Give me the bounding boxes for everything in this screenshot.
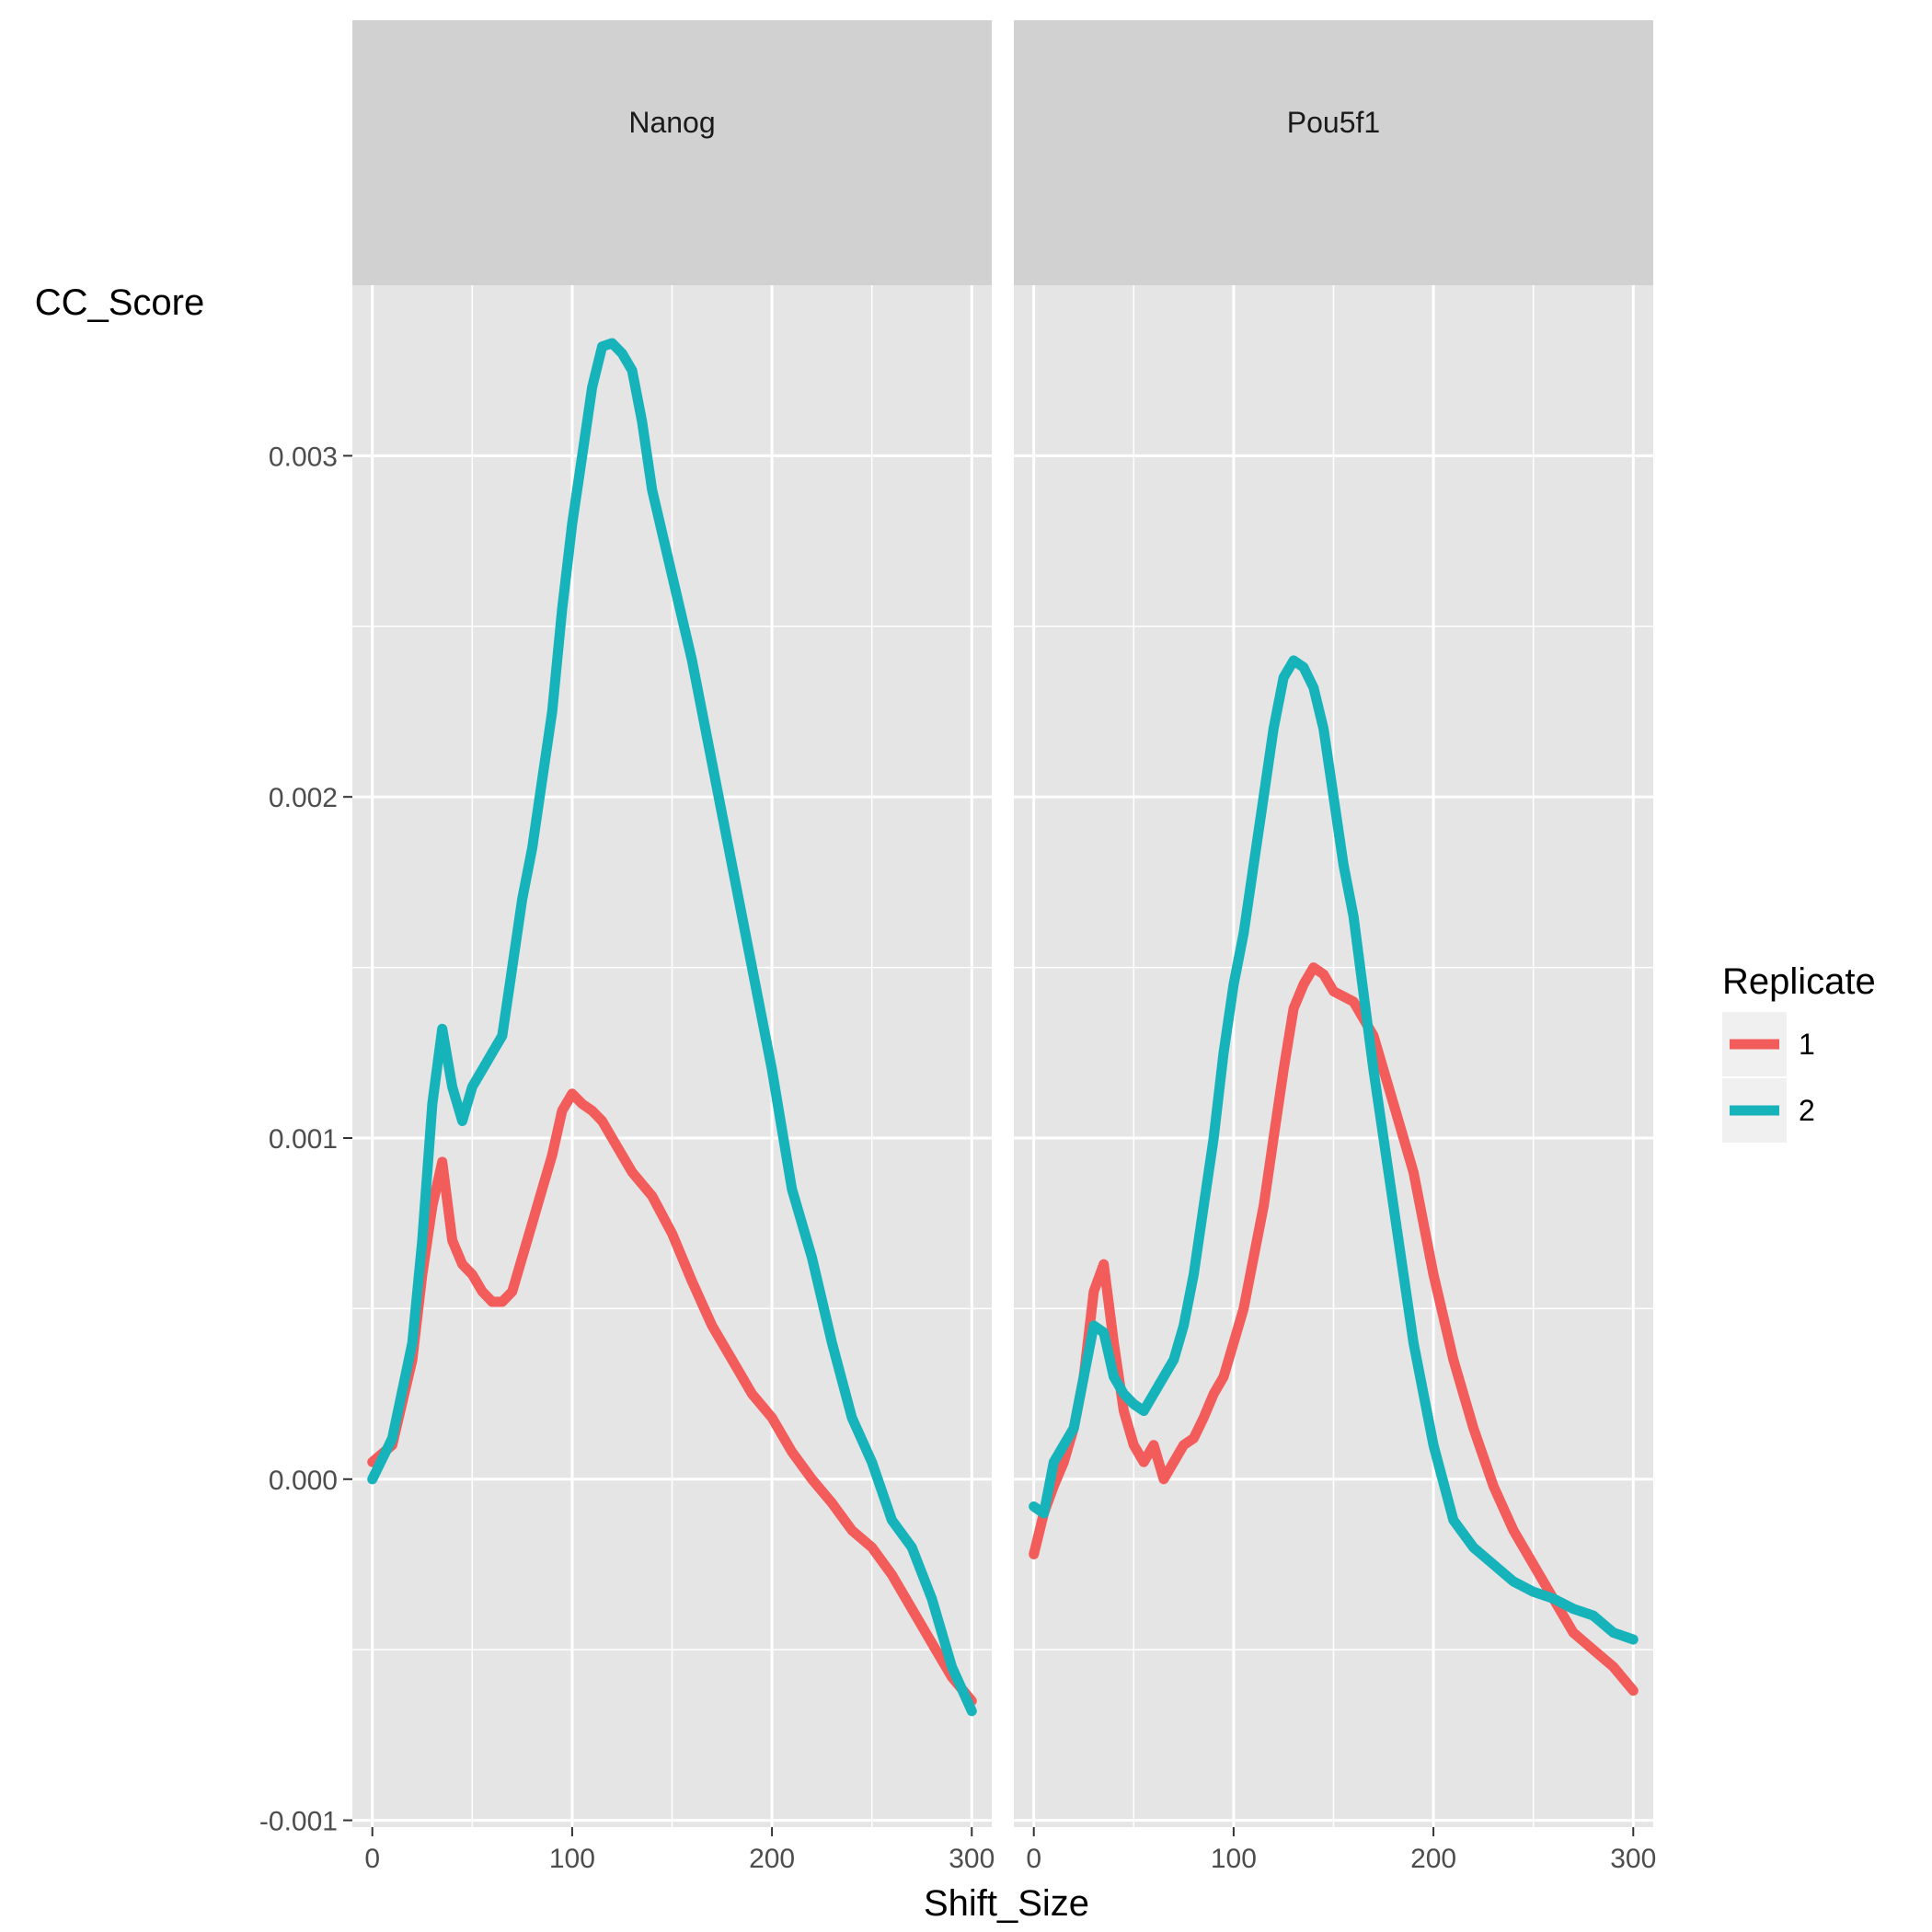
x-tick-label: 0 xyxy=(364,1844,380,1874)
x-tick-label: 300 xyxy=(949,1844,995,1874)
panel-nanog: Nanog 0 100 200 300 xyxy=(352,20,995,1874)
y-tick-label: 0.001 xyxy=(269,1124,338,1155)
y-tick-label: 0.000 xyxy=(269,1466,338,1496)
x-tick-label: 0 xyxy=(1026,1844,1041,1874)
strip-label-nanog: Nanog xyxy=(628,106,715,139)
panel-pou5f1: Pou5f1 0 100 200 300 xyxy=(1014,20,1656,1874)
strip-label-pou5f1: Pou5f1 xyxy=(1287,106,1380,139)
y-axis: -0.001 0.000 0.001 0.002 0.003 xyxy=(259,442,352,1837)
y-tick-label: -0.001 xyxy=(259,1807,338,1837)
series-line-pou5f1-replicate-2 xyxy=(1029,655,1639,1645)
legend: Replicate 1 2 xyxy=(1722,961,1876,1143)
strip-nanog xyxy=(352,20,992,285)
series-line-nanog-replicate-1 xyxy=(367,1088,977,1707)
x-tick-label: 300 xyxy=(1610,1844,1656,1874)
x-tick-label: 200 xyxy=(1410,1844,1456,1874)
strip-pou5f1 xyxy=(1014,20,1653,285)
y-tick-label: 0.002 xyxy=(269,783,338,813)
series-line-nanog-replicate-2 xyxy=(367,338,977,1717)
x-axis-title: Shift_Size xyxy=(924,1883,1089,1924)
y-tick-label: 0.003 xyxy=(269,442,338,472)
legend-label-1: 1 xyxy=(1799,1028,1815,1061)
legend-label-2: 2 xyxy=(1799,1094,1815,1127)
x-tick-label: 100 xyxy=(1211,1844,1257,1874)
x-tick-label: 200 xyxy=(749,1844,795,1874)
legend-title: Replicate xyxy=(1722,961,1876,1002)
y-axis-title: CC_Score xyxy=(35,282,205,323)
x-tick-label: 100 xyxy=(549,1844,595,1874)
series-line-pou5f1-replicate-1 xyxy=(1029,962,1639,1696)
